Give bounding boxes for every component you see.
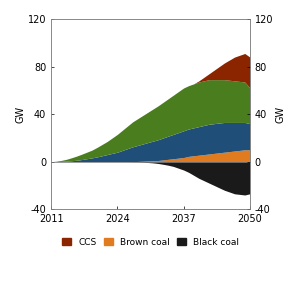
Y-axis label: GW: GW (276, 105, 286, 123)
Y-axis label: GW: GW (15, 105, 25, 123)
Legend: CCS, Brown coal, Black coal: CCS, Brown coal, Black coal (58, 234, 243, 250)
